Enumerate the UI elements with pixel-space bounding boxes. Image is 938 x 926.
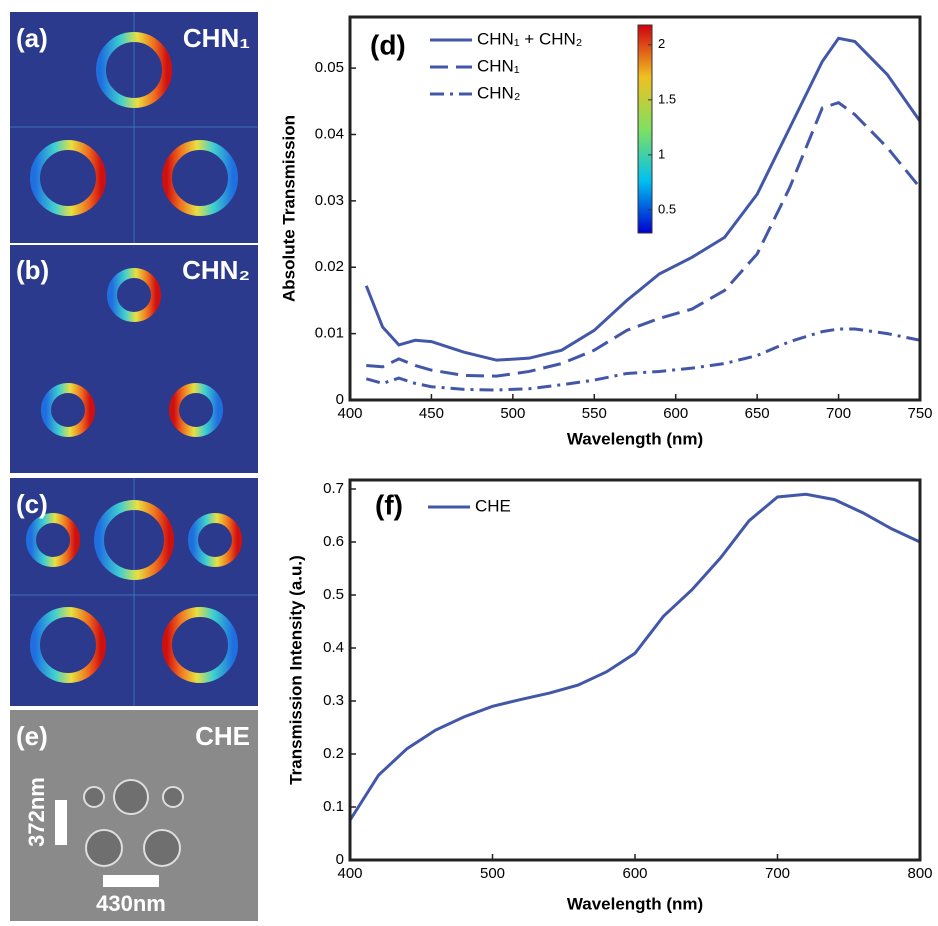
y-tick-label: 0.5 — [323, 586, 344, 603]
panel-label: (d) — [370, 29, 406, 60]
x-tick-label: 800 — [907, 865, 932, 882]
plot-frame — [348, 478, 922, 862]
x-axis-title: Wavelength (nm) — [567, 429, 703, 448]
series-line — [364, 36, 922, 362]
colorbar-label: 1.5 — [658, 91, 676, 106]
y-tick-label: 0.05 — [315, 59, 344, 76]
panel-title: CHN₁ — [183, 23, 250, 53]
series-line — [348, 492, 921, 822]
colorbar-label: 2 — [658, 36, 665, 51]
x-tick-label: 700 — [765, 865, 790, 882]
colorbar-label: 1 — [658, 146, 665, 161]
y-tick-label: 0.6 — [323, 533, 344, 550]
y-tick-label: 0.4 — [323, 639, 344, 656]
panel-label: (e) — [16, 721, 48, 751]
y-tick-label: 0 — [336, 391, 344, 408]
y-tick-label: 0.1 — [323, 798, 344, 815]
series-line — [366, 100, 922, 378]
y-tick-label: 0 — [336, 851, 344, 868]
x-tick-label: 400 — [337, 865, 362, 882]
y-tick-label: 0.02 — [315, 258, 344, 275]
scale-label: 430nm — [96, 891, 166, 916]
x-tick-label: 450 — [419, 405, 444, 422]
panel-label: (c) — [16, 489, 48, 519]
colorbar-label: 0.5 — [658, 201, 676, 216]
plot-frame — [348, 15, 922, 402]
x-tick-label: 700 — [826, 405, 851, 422]
y-tick-label: 0.7 — [323, 480, 344, 497]
x-tick-label: 600 — [663, 405, 688, 422]
x-tick-label: 500 — [480, 865, 505, 882]
legend-label: CHE — [475, 496, 511, 515]
x-tick-label: 550 — [582, 405, 607, 422]
scale-label: 372nm — [24, 777, 49, 847]
panel-title: CHN₂ — [182, 255, 250, 285]
panel-title: CHE — [195, 721, 250, 751]
x-axis-title: Wavelength (nm) — [567, 894, 703, 913]
y-tick-label: 0.03 — [315, 192, 344, 209]
legend-label: CHN₁ — [477, 56, 520, 75]
x-tick-label: 750 — [907, 405, 932, 422]
x-tick-label: 400 — [337, 405, 362, 422]
x-tick-label: 600 — [622, 865, 647, 882]
y-tick-label: 0.2 — [323, 745, 344, 762]
x-tick-label: 500 — [500, 405, 525, 422]
series-line — [365, 327, 921, 392]
panel-label: (a) — [16, 23, 48, 53]
y-tick-label: 0.04 — [315, 125, 344, 142]
legend-label: CHN₁ + CHN₂ — [477, 29, 582, 48]
colorbar — [637, 24, 653, 234]
x-tick-label: 650 — [745, 405, 770, 422]
legend-label: CHN₂ — [477, 83, 520, 102]
y-tick-label: 0.3 — [323, 692, 344, 709]
image-panels — [10, 12, 258, 921]
y-axis-title: Transmission Intensity (a.u.) — [286, 555, 305, 785]
y-axis-title: Absolute Transmission — [279, 115, 298, 302]
panel-label: (b) — [16, 255, 49, 285]
panel-label: (f) — [375, 489, 403, 520]
y-tick-label: 0.01 — [315, 325, 344, 342]
